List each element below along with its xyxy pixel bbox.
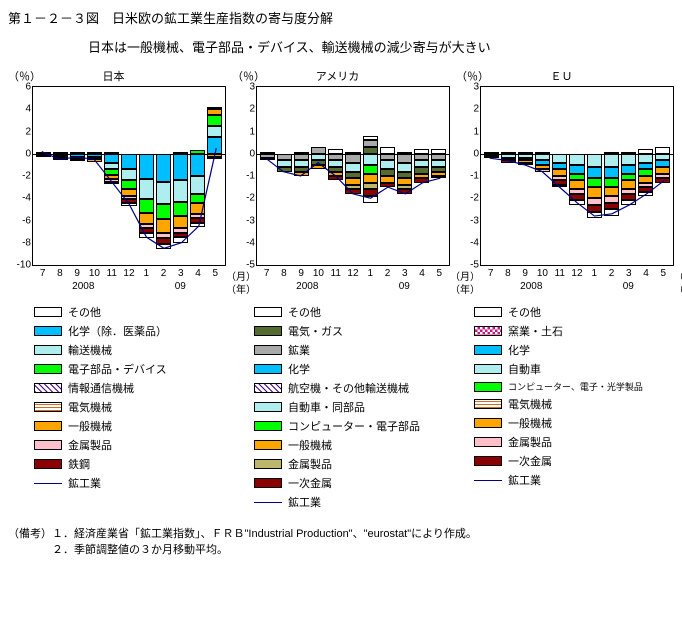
legend-item: その他 bbox=[474, 304, 674, 320]
bar-column bbox=[311, 87, 326, 265]
bar-column bbox=[190, 87, 205, 265]
bar-column bbox=[156, 87, 171, 265]
legend-item: 電子部品・デバイス bbox=[34, 361, 234, 377]
legend-item: 電気・ガス bbox=[254, 323, 454, 339]
bar-column bbox=[431, 87, 446, 265]
bar-column bbox=[518, 87, 533, 265]
legend-item: 金属製品 bbox=[474, 434, 674, 450]
legend-item: その他 bbox=[254, 304, 454, 320]
legend-item: 電気機械 bbox=[34, 399, 234, 415]
bar-column bbox=[414, 87, 429, 265]
bar-column bbox=[260, 87, 275, 265]
chart-name: アメリカ bbox=[316, 68, 399, 84]
bar-column bbox=[277, 87, 292, 265]
bar-column bbox=[621, 87, 636, 265]
legend-item: 化学 bbox=[254, 361, 454, 377]
legend-item: 窯業・土石 bbox=[474, 323, 674, 339]
bar-column bbox=[328, 87, 343, 265]
legend-item: 自動車・同部品 bbox=[254, 399, 454, 415]
legends-row: その他化学（除．医薬品）輸送機械電子部品・デバイス情報通信機械電気機械一般機械金… bbox=[34, 304, 674, 513]
bar-column bbox=[552, 87, 567, 265]
bar-column bbox=[104, 87, 119, 265]
legend-item: 鉱業 bbox=[254, 342, 454, 358]
bar-column bbox=[587, 87, 602, 265]
legend-item: 輸送機械 bbox=[34, 342, 234, 358]
chart-plot: 3210-1-2-3-4-5 bbox=[256, 86, 450, 266]
bar-column bbox=[638, 87, 653, 265]
legend-item: 鉄鋼 bbox=[34, 456, 234, 472]
legend-item: 鉱工業 bbox=[474, 472, 674, 488]
legend-item: 化学（除．医薬品） bbox=[34, 323, 234, 339]
legend-item: コンピューター、電子・光学製品 bbox=[474, 380, 674, 393]
notes: （備考）１．経済産業省「鉱工業指数」、ＦＲＢ"Industrial Produc… bbox=[8, 525, 674, 557]
legend-item: 一次金属 bbox=[254, 475, 454, 491]
legend-item: 航空機・その他輸送機械 bbox=[254, 380, 454, 396]
bar-column bbox=[345, 87, 360, 265]
bar-column bbox=[294, 87, 309, 265]
legend-item: 金属製品 bbox=[254, 456, 454, 472]
chart-plot: 6420-2-4-6-8-10 bbox=[32, 86, 226, 266]
legend-item: 鉱工業 bbox=[34, 475, 234, 491]
bar-column bbox=[70, 87, 85, 265]
legend-item: 自動車 bbox=[474, 361, 674, 377]
legend-item: 情報通信機械 bbox=[34, 380, 234, 396]
bar-column bbox=[569, 87, 584, 265]
legend-item: 一次金属 bbox=[474, 453, 674, 469]
bar-column bbox=[363, 87, 378, 265]
legend-item: 電気機械 bbox=[474, 396, 674, 412]
legend-item: 金属製品 bbox=[34, 437, 234, 453]
legend-item: 化学 bbox=[474, 342, 674, 358]
legend-item: 一般機械 bbox=[34, 418, 234, 434]
bar-column bbox=[535, 87, 550, 265]
bar-column bbox=[484, 87, 499, 265]
legend-item: 一般機械 bbox=[254, 437, 454, 453]
bar-column bbox=[655, 87, 670, 265]
bar-column bbox=[53, 87, 68, 265]
chart-plot: 3210-1-2-3-4-5 bbox=[480, 86, 674, 266]
chart-name: ＥＵ bbox=[551, 68, 613, 84]
figure-title: 第１－２－３図 日米欧の鉱工業生産指数の寄与度分解 bbox=[8, 8, 674, 27]
legend-item: コンピューター・電子部品 bbox=[254, 418, 454, 434]
bar-column bbox=[380, 87, 395, 265]
bar-column bbox=[36, 87, 51, 265]
bar-column bbox=[501, 87, 516, 265]
bar-column bbox=[207, 87, 222, 265]
figure-subtitle: 日本は一般機械、電子部品・デバイス、輸送機械の減少寄与が大きい bbox=[8, 37, 674, 56]
legend-item: 鉱工業 bbox=[254, 494, 454, 510]
legend-item: 一般機械 bbox=[474, 415, 674, 431]
bar-column bbox=[121, 87, 136, 265]
bar-column bbox=[139, 87, 154, 265]
bar-column bbox=[173, 87, 188, 265]
bar-column bbox=[604, 87, 619, 265]
chart-name: 日本 bbox=[103, 68, 165, 84]
charts-row: （％）日本6420-2-4-6-8-1078910111212345（月）200… bbox=[8, 68, 674, 292]
bar-column bbox=[397, 87, 412, 265]
bar-column bbox=[87, 87, 102, 265]
legend-item: その他 bbox=[34, 304, 234, 320]
